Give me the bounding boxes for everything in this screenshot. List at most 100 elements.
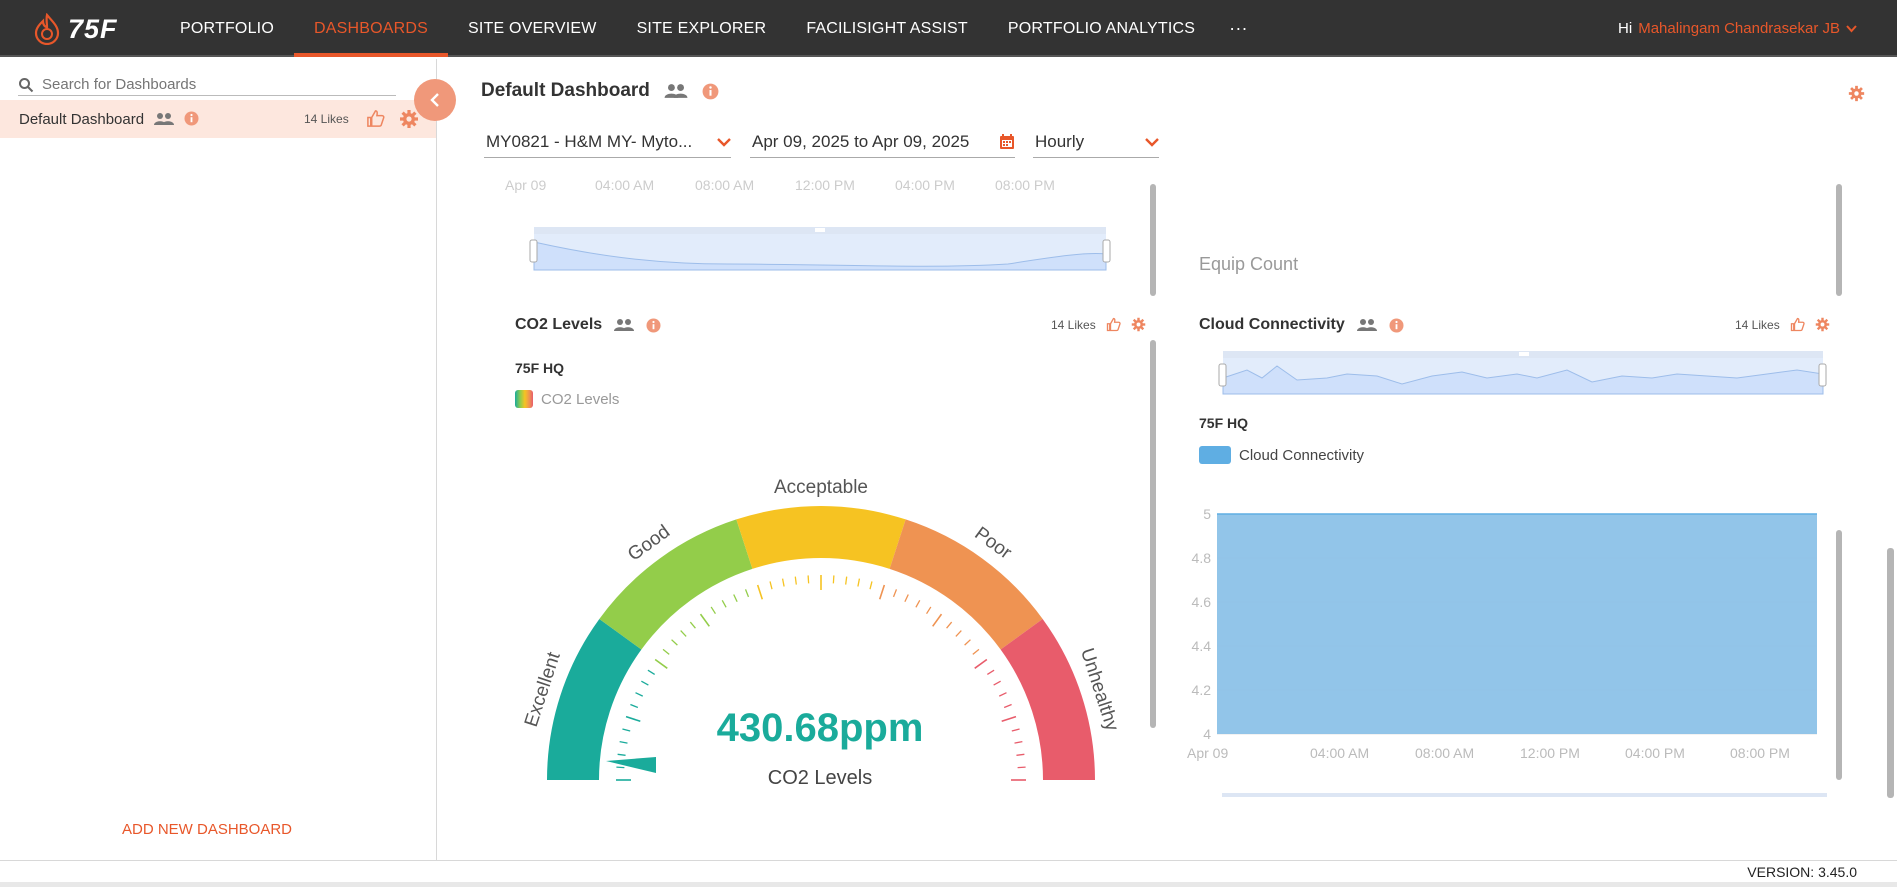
nav-portfolio[interactable]: PORTFOLIO xyxy=(180,19,274,37)
gear-icon[interactable] xyxy=(1815,317,1830,332)
gauge-tick xyxy=(654,658,668,669)
cloud-bottom-slider[interactable] xyxy=(1222,793,1827,797)
nav-site-overview[interactable]: SITE OVERVIEW xyxy=(468,19,597,37)
dashboard-search xyxy=(18,74,396,96)
cloud-connectivity-chart: 5 4.8 4.6 4.4 4.2 4 Apr 09 04:00 AM 08:00 AM 12:0… xyxy=(1187,506,1817,761)
gauge-tick xyxy=(878,584,886,600)
scrollbar[interactable] xyxy=(1150,184,1156,296)
top-widget-axis: Apr 09 04:00 AM 08:00 AM 12:00 PM 04:00 … xyxy=(505,177,1055,193)
gauge-tick xyxy=(641,680,649,686)
gauge-tick xyxy=(680,630,687,637)
nav-site-explorer[interactable]: SITE EXPLORER xyxy=(636,19,767,37)
page-title-row: Default Dashboard xyxy=(481,80,719,102)
series-area xyxy=(1217,514,1817,734)
thumbs-up-icon[interactable] xyxy=(1106,317,1121,332)
cloud-zoom-slider[interactable] xyxy=(1217,348,1832,398)
chevron-down-icon xyxy=(717,137,731,147)
scrollbar[interactable] xyxy=(1836,184,1842,296)
flame-logo-icon xyxy=(34,13,60,45)
gauge-pointer xyxy=(606,757,656,773)
gauge-tick xyxy=(756,584,764,600)
chevron-down-icon xyxy=(1846,24,1857,32)
dashboard-settings-gear-icon[interactable] xyxy=(1848,85,1865,102)
main-nav: PORTFOLIO DASHBOARDS SITE OVERVIEW SITE … xyxy=(160,0,1262,57)
gauge-tick xyxy=(744,589,750,598)
cloud-site-label: 75F HQ xyxy=(1199,415,1249,431)
gauge-tick xyxy=(689,621,696,629)
gauge-tick xyxy=(625,715,641,723)
dashboard-likes: 14 Likes xyxy=(304,112,349,126)
thumbs-up-icon[interactable] xyxy=(366,109,385,128)
gauge-tick xyxy=(904,594,909,603)
x-tick: 08:00 AM xyxy=(695,177,754,193)
x-tick: Apr 09 xyxy=(505,177,546,193)
gauge-tick xyxy=(622,728,631,732)
gauge-tick xyxy=(630,703,639,709)
date-range-picker[interactable]: Apr 09, 2025 to Apr 09, 2025 xyxy=(750,126,1015,158)
info-icon[interactable] xyxy=(184,111,199,126)
scrollbar[interactable] xyxy=(1150,340,1156,728)
gauge-tick xyxy=(699,613,710,627)
y-tick-label: 4.2 xyxy=(1192,682,1212,698)
gauge-tick xyxy=(926,606,932,615)
scrollbar[interactable] xyxy=(1836,530,1842,780)
shared-users-icon xyxy=(664,84,688,98)
thumbs-up-icon[interactable] xyxy=(1790,317,1805,332)
site-select[interactable]: MY0821 - H&M MY- Myto... xyxy=(484,126,731,158)
top-widget-zoom-slider[interactable] xyxy=(528,224,1113,274)
info-icon[interactable] xyxy=(1389,318,1404,333)
sidebar-item-default-dashboard[interactable]: Default Dashboard 14 Likes xyxy=(0,100,436,138)
chevron-down-icon xyxy=(1145,137,1159,147)
x-tick: 04:00 PM xyxy=(895,177,955,193)
co2-widget-likes-row: 14 Likes xyxy=(1051,317,1146,332)
page-scrollbar[interactable] xyxy=(1887,548,1894,798)
date-range-value: Apr 09, 2025 to Apr 09, 2025 xyxy=(752,131,970,151)
equip-count-label: Equip Count xyxy=(1199,254,1299,274)
gauge-zone-excellent xyxy=(547,618,642,780)
info-icon[interactable] xyxy=(646,318,661,333)
gauge-tick xyxy=(662,648,670,655)
gauge-tick xyxy=(807,575,810,584)
gauge-tick xyxy=(647,669,656,675)
co2-value: 430.68ppm xyxy=(716,706,924,750)
gauge-tick xyxy=(964,639,971,646)
logo[interactable]: 75F xyxy=(34,12,134,46)
cloud-widget-title: Cloud Connectivity xyxy=(1199,316,1345,333)
search-input[interactable] xyxy=(42,76,372,93)
gauge-tick xyxy=(915,600,921,608)
co2-widget-likes: 14 Likes xyxy=(1051,317,1096,332)
gauge-tick xyxy=(974,658,988,669)
nav-dashboards[interactable]: DASHBOARDS xyxy=(293,0,448,57)
gauge-zone-unhealthy xyxy=(1000,618,1095,780)
shared-users-icon xyxy=(154,113,174,125)
nav-portfolio-analytics[interactable]: PORTFOLIO ANALYTICS xyxy=(1007,19,1196,37)
gauge-tick xyxy=(869,581,873,590)
info-icon[interactable] xyxy=(702,83,719,100)
cloud-legend-label: Cloud Connectivity xyxy=(1239,446,1365,464)
gauge-tick xyxy=(972,648,980,655)
cloud-widget-title-row: Cloud Connectivity xyxy=(1199,316,1404,334)
version-label: VERSION: 3.45.0 xyxy=(1747,864,1857,880)
gauge-tick xyxy=(671,639,678,646)
gear-icon[interactable] xyxy=(399,109,419,129)
more-menu-icon[interactable]: ··· xyxy=(1229,18,1248,38)
x-tick: 12:00 PM xyxy=(795,177,855,193)
gauge-tick xyxy=(1016,753,1025,756)
gauge-tick xyxy=(1003,703,1012,709)
add-new-dashboard-link[interactable]: ADD NEW DASHBOARD xyxy=(121,821,293,838)
shared-users-icon xyxy=(614,319,635,331)
gauge-tick xyxy=(1014,740,1023,744)
nav-facilisight-assist[interactable]: FACILISIGHT ASSIST xyxy=(806,19,968,37)
frequency-select[interactable]: Hourly xyxy=(1033,126,1159,158)
user-menu[interactable]: Hi Mahalingam Chandrasekar JB xyxy=(1618,20,1857,37)
page-title: Default Dashboard xyxy=(481,80,650,101)
gauge-tick xyxy=(946,621,953,629)
window-bottom-edge xyxy=(0,882,1897,887)
gear-icon[interactable] xyxy=(1131,317,1146,332)
co2-widget-title-row: CO2 Levels xyxy=(515,316,661,334)
y-tick-label: 4.4 xyxy=(1192,638,1212,654)
top-nav-bar: 75F PORTFOLIO DASHBOARDS SITE OVERVIEW S… xyxy=(0,0,1897,57)
co2-legend-label: CO2 Levels xyxy=(541,390,620,408)
collapse-sidebar-button[interactable] xyxy=(414,79,456,121)
